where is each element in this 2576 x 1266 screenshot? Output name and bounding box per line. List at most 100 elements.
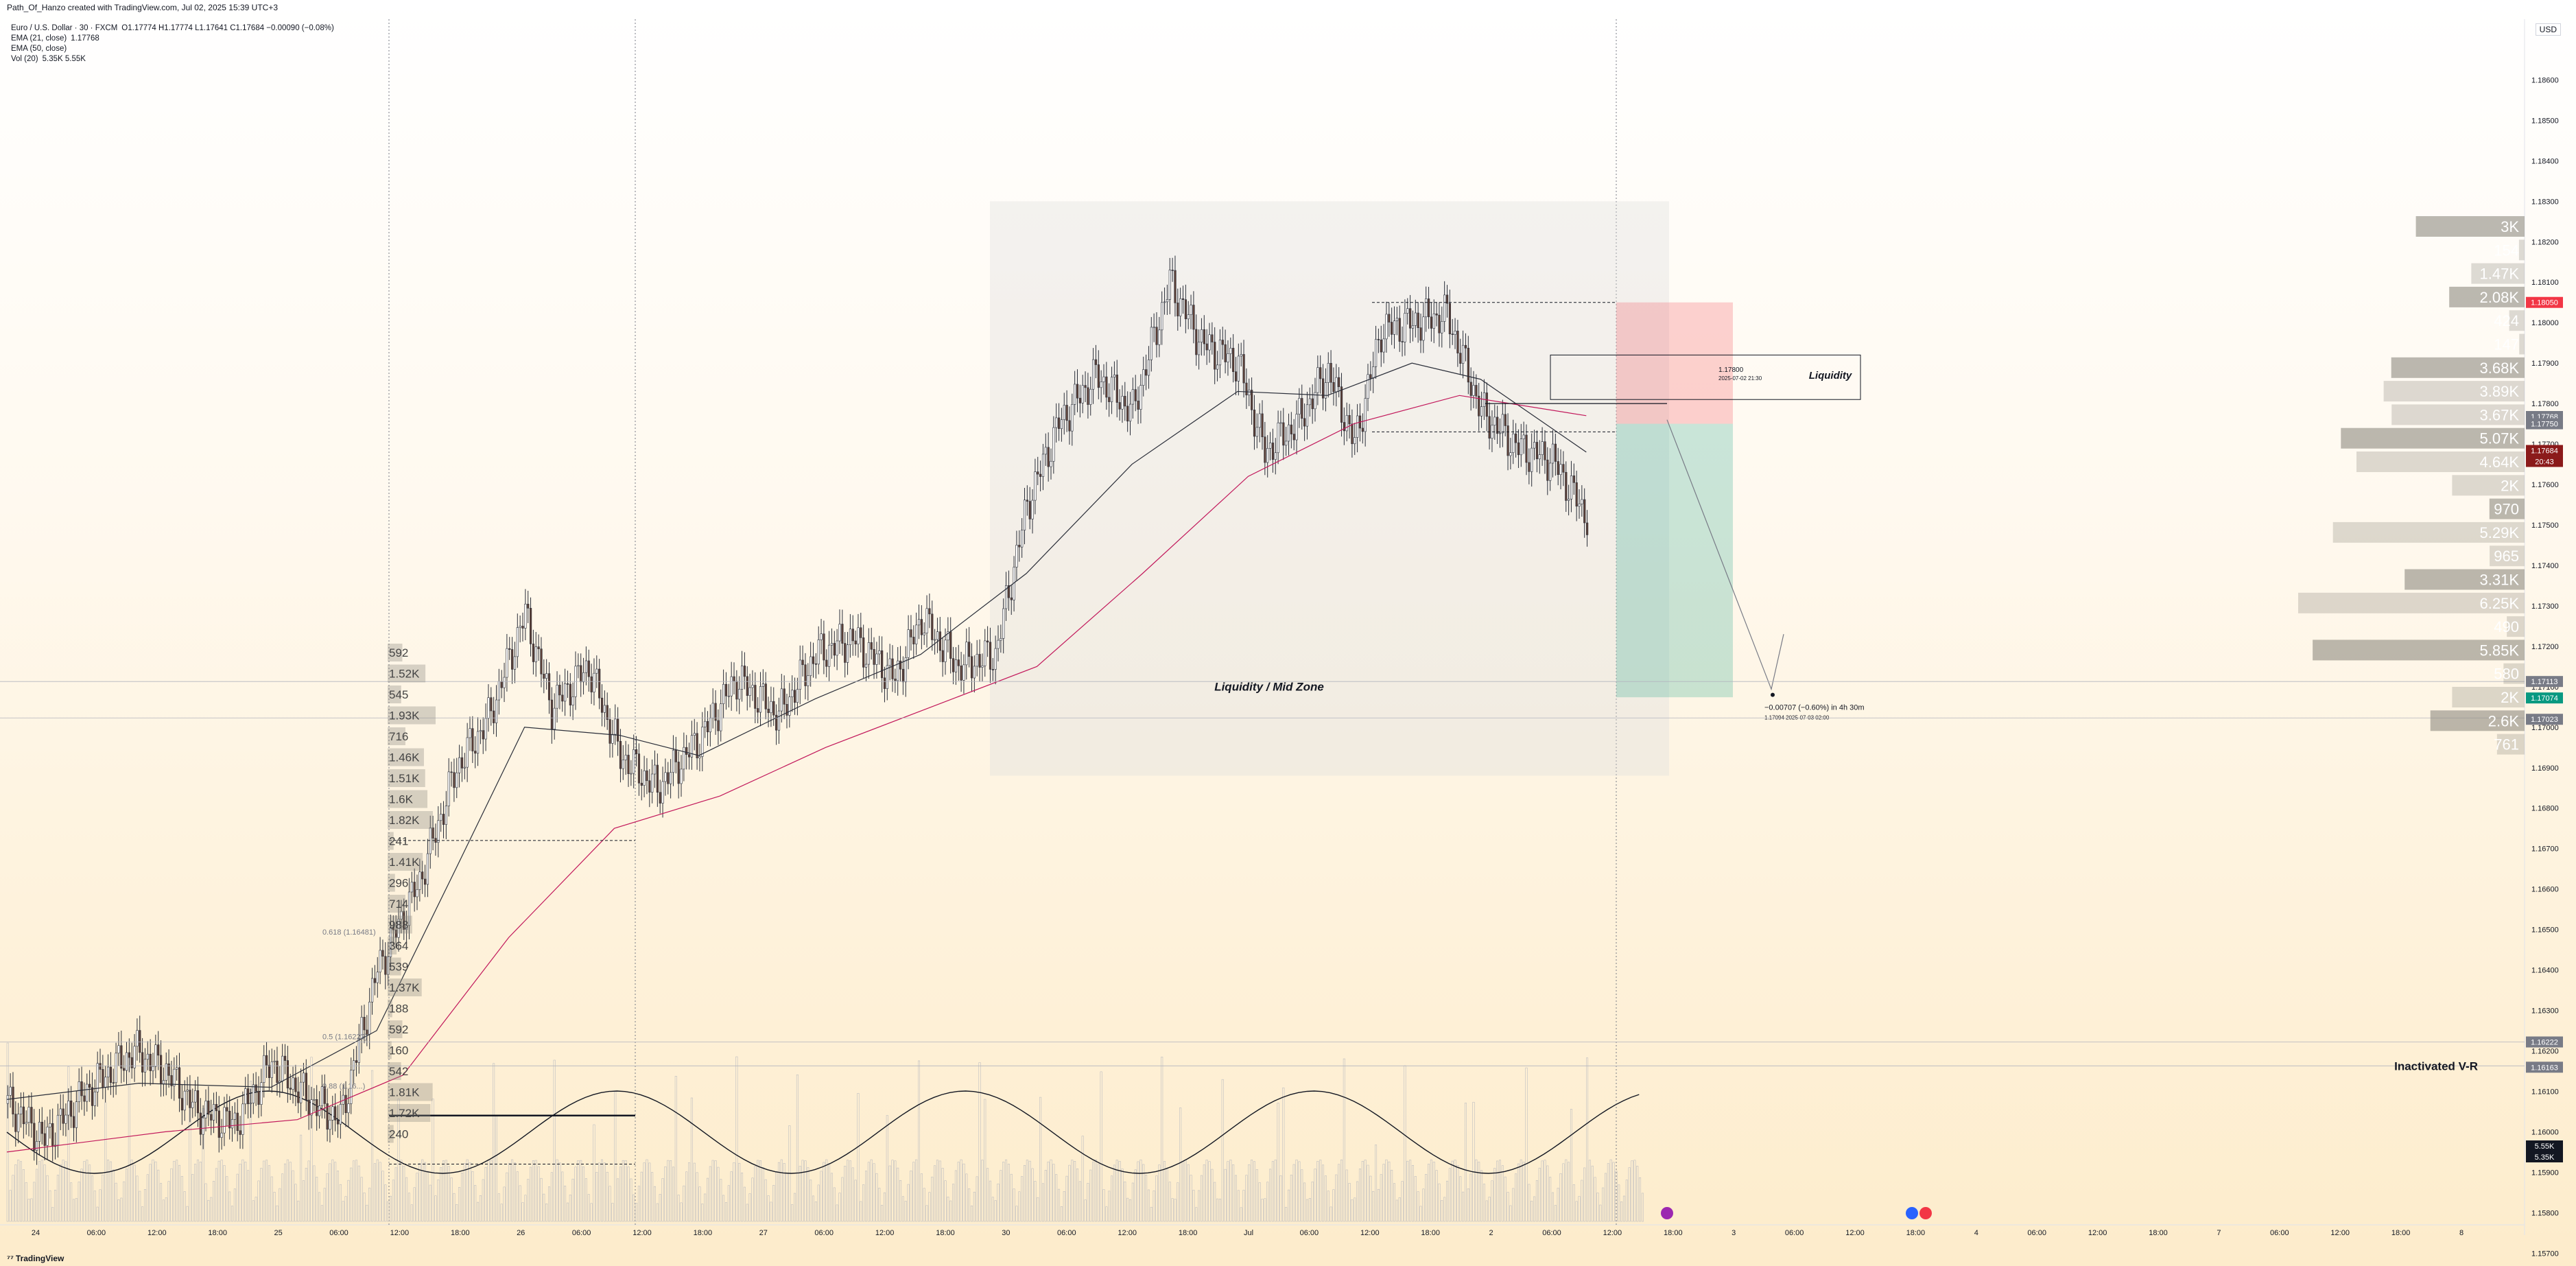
candle-body xyxy=(93,1091,96,1106)
volume-bar xyxy=(881,1205,884,1222)
volume-bar xyxy=(1345,1169,1348,1222)
currency-button[interactable]: USD xyxy=(2535,23,2561,36)
candle-body xyxy=(1100,382,1102,388)
volume-bar xyxy=(722,1195,725,1222)
candle-body xyxy=(22,1106,25,1125)
candle-body xyxy=(440,814,442,821)
volume-bar xyxy=(1171,1198,1174,1222)
volume-bar xyxy=(1024,1165,1026,1222)
candle-body xyxy=(1448,303,1452,335)
volume-bar xyxy=(775,1171,778,1222)
volume-bar xyxy=(49,1190,51,1222)
volume-profile-bar xyxy=(2404,569,2525,590)
volume-bar xyxy=(741,1172,744,1222)
volume-bar xyxy=(1311,1182,1314,1222)
volume-bar xyxy=(1150,1206,1153,1222)
volume-bar xyxy=(426,1171,429,1222)
volume-bar xyxy=(1111,1175,1113,1222)
volume-bar xyxy=(1504,1176,1506,1222)
candle-body xyxy=(228,1110,231,1129)
volume-bar xyxy=(550,1172,553,1222)
volume-bar xyxy=(1478,1162,1480,1222)
price-tag xyxy=(2526,692,2563,704)
volume-bar xyxy=(1044,1170,1047,1222)
volume-bar xyxy=(194,1164,197,1222)
candle-body xyxy=(273,1060,276,1062)
candle-body xyxy=(1221,340,1224,345)
candle-body xyxy=(194,1090,197,1103)
volume-bar xyxy=(469,1162,471,1222)
zone-label: Liquidity / Mid Zone xyxy=(1214,681,1324,694)
volume-bar xyxy=(281,1173,284,1222)
candle-body xyxy=(1041,454,1045,477)
volume-bar xyxy=(847,1160,849,1222)
candle-body xyxy=(984,640,986,666)
volume-bar xyxy=(1509,1205,1512,1222)
volume-bar xyxy=(355,1160,357,1222)
volume-bar xyxy=(796,1075,799,1222)
candle-body xyxy=(611,734,614,744)
candle-body xyxy=(160,1055,163,1084)
volume-bar xyxy=(730,1171,733,1222)
volume-bar xyxy=(577,1160,580,1222)
volume-bar xyxy=(1129,1199,1131,1222)
volume-profile-label: 296 xyxy=(389,877,408,890)
candle-body xyxy=(456,772,458,788)
volume-bar xyxy=(1448,1168,1451,1222)
candle-body xyxy=(1018,545,1021,548)
volume-bar xyxy=(1018,1191,1021,1222)
volume-profile-label: 970 xyxy=(2494,501,2519,518)
volume-profile-label: 1.47K xyxy=(2480,266,2520,283)
candle-body xyxy=(1131,389,1134,405)
candle-body xyxy=(1240,354,1242,357)
volume-bar xyxy=(1425,1174,1428,1222)
candle-body xyxy=(1345,414,1348,432)
volume-bar xyxy=(1501,1165,1504,1222)
candle-body xyxy=(897,660,899,681)
candle-body xyxy=(1575,482,1578,507)
price-tag xyxy=(2526,296,2563,308)
volume-bar xyxy=(1464,1103,1467,1222)
candle-body xyxy=(387,957,390,975)
volume-bar xyxy=(440,1167,442,1222)
fib-050-label: 0.5 (1.16222) xyxy=(322,1033,367,1042)
volume-bar xyxy=(1039,1097,1042,1222)
price-tag-label: 20:43 xyxy=(2535,458,2554,467)
volume-bar xyxy=(146,1174,149,1222)
price-axis-label: 1.16600 xyxy=(2531,886,2559,894)
candle-body xyxy=(1332,382,1335,392)
volume-profile-bar xyxy=(388,978,422,996)
volume-bar xyxy=(421,1159,424,1222)
candle-body xyxy=(1414,312,1417,326)
volume-bar xyxy=(38,1161,40,1222)
volume-bar xyxy=(141,1206,144,1222)
candle-body xyxy=(59,1108,62,1116)
candle-body xyxy=(571,696,574,705)
candle-body xyxy=(1375,339,1378,367)
candle-body xyxy=(561,694,564,702)
candle-body xyxy=(347,1103,350,1114)
candle-body xyxy=(757,708,759,713)
candle-body xyxy=(316,1099,318,1116)
volume-bar xyxy=(255,1197,257,1222)
candle-body xyxy=(78,1081,80,1102)
price-axis-label: 1.16800 xyxy=(2531,805,2559,813)
volume-bar xyxy=(733,1162,735,1222)
candle-body xyxy=(706,720,709,733)
candle-body xyxy=(180,1098,184,1111)
candle-body xyxy=(1480,406,1483,417)
time-axis-label: 06:00 xyxy=(2270,1229,2289,1237)
volume-bar xyxy=(1261,1199,1264,1222)
volume-bar xyxy=(1266,1182,1269,1222)
volume-bar xyxy=(1506,1192,1509,1222)
candle-body xyxy=(907,629,910,658)
volume-profile-bar xyxy=(2489,498,2525,519)
candle-body xyxy=(257,1090,260,1105)
candle-body xyxy=(173,1068,176,1086)
volume-bar xyxy=(1531,1201,1533,1222)
candle-body xyxy=(1546,459,1549,481)
volume-bar xyxy=(707,1177,709,1222)
volume-bar xyxy=(1308,1198,1311,1222)
time-axis-label: 18:00 xyxy=(936,1229,955,1237)
